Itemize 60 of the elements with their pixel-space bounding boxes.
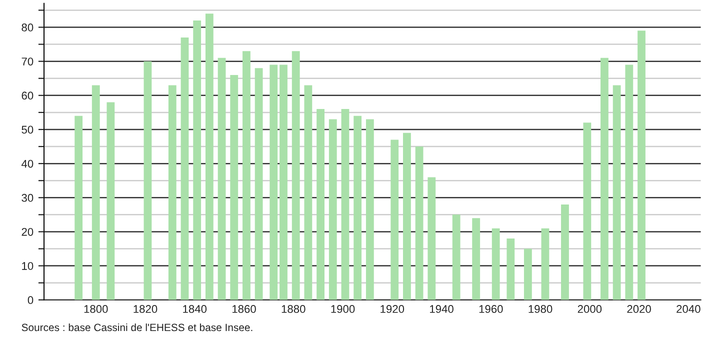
bar bbox=[390, 140, 399, 300]
y-tick-label: 70 bbox=[22, 58, 34, 66]
x-tick-label: 1960 bbox=[479, 305, 503, 313]
bar bbox=[428, 177, 436, 300]
x-tick-label: 1880 bbox=[282, 305, 306, 313]
bar bbox=[492, 228, 500, 300]
bar bbox=[304, 85, 312, 300]
bar bbox=[561, 204, 569, 300]
bar bbox=[506, 238, 515, 300]
y-tick-label: 30 bbox=[22, 194, 34, 202]
bar bbox=[106, 102, 115, 300]
bar bbox=[524, 248, 532, 300]
source-note: Sources : base Cassini de l'EHESS et base Insee. bbox=[22, 323, 252, 332]
x-tick-label: 1840 bbox=[183, 305, 207, 313]
bar bbox=[625, 64, 634, 300]
y-tick-label: 40 bbox=[22, 160, 34, 168]
x-tick-label: 1820 bbox=[134, 305, 158, 313]
bar bbox=[74, 116, 83, 300]
bar bbox=[92, 85, 100, 300]
x-tick-label: 2000 bbox=[578, 305, 602, 313]
bar bbox=[600, 58, 608, 300]
x-tick-label: 2040 bbox=[676, 305, 700, 313]
x-tick-label: 1980 bbox=[528, 305, 552, 313]
bar bbox=[254, 68, 263, 300]
bar bbox=[583, 122, 592, 300]
bar bbox=[292, 51, 300, 300]
y-tick-label: 20 bbox=[22, 228, 34, 236]
x-tick-label: 1860 bbox=[232, 305, 256, 313]
bar bbox=[541, 228, 550, 300]
bar bbox=[472, 218, 480, 300]
bar bbox=[415, 146, 424, 300]
bar bbox=[193, 20, 202, 300]
y-tick-label: 50 bbox=[22, 126, 34, 134]
bar bbox=[452, 214, 460, 300]
y-tick-label: 80 bbox=[22, 24, 34, 32]
bar bbox=[242, 51, 250, 300]
x-tick-label: 1920 bbox=[380, 305, 404, 313]
bar bbox=[270, 64, 278, 300]
bar bbox=[218, 58, 226, 300]
y-tick-label: 10 bbox=[22, 262, 34, 270]
bar bbox=[638, 30, 646, 300]
x-tick-label: 1800 bbox=[84, 305, 108, 313]
x-tick-label: 1900 bbox=[331, 305, 355, 313]
y-tick-label: 60 bbox=[22, 92, 34, 100]
bar bbox=[341, 109, 350, 300]
bar bbox=[280, 64, 288, 300]
bar bbox=[328, 119, 337, 300]
bar bbox=[205, 14, 214, 300]
bar bbox=[354, 116, 362, 300]
bar bbox=[612, 85, 621, 300]
bar bbox=[168, 85, 176, 300]
bar bbox=[403, 132, 411, 300]
bar bbox=[180, 37, 189, 300]
bar bbox=[230, 74, 238, 300]
bar bbox=[366, 119, 374, 300]
y-tick-label: 0 bbox=[28, 296, 34, 304]
bar bbox=[316, 109, 324, 300]
x-tick-label: 2020 bbox=[627, 305, 651, 313]
bar bbox=[144, 61, 152, 300]
x-tick-label: 1940 bbox=[430, 305, 454, 313]
